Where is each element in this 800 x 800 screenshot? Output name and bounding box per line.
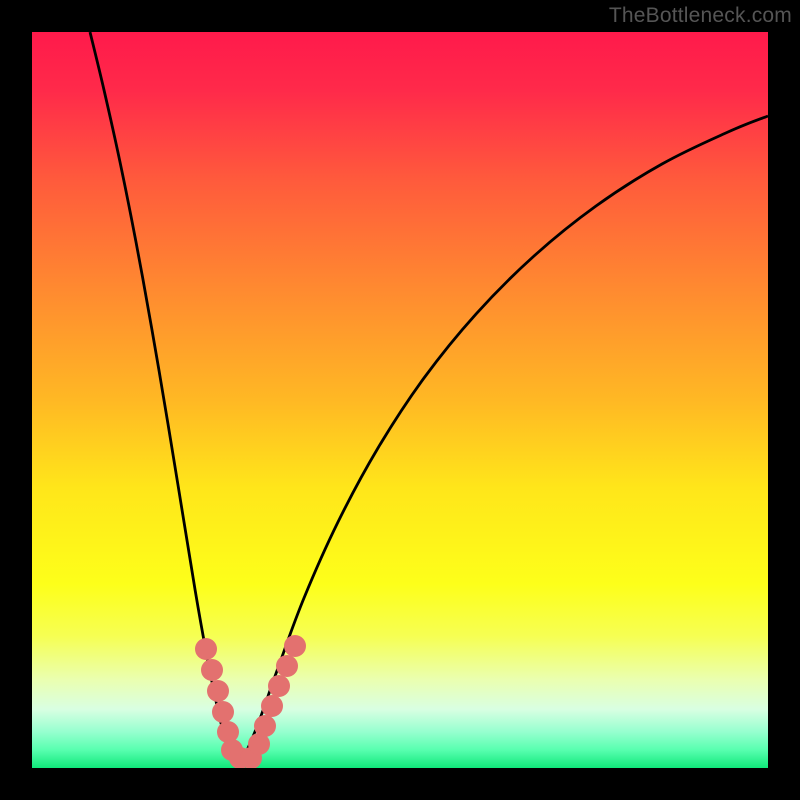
chart-container: TheBottleneck.com (0, 0, 800, 800)
dip-dot (261, 695, 283, 717)
gradient-background (32, 32, 768, 768)
plot-inner (32, 32, 768, 768)
dip-dot (195, 638, 217, 660)
dip-dot (212, 701, 234, 723)
bottleneck-chart-svg (32, 32, 768, 768)
dip-dot (268, 675, 290, 697)
dip-dot (276, 655, 298, 677)
plot-area (32, 32, 768, 768)
dip-dot (284, 635, 306, 657)
dip-dot (254, 715, 276, 737)
dip-dot (207, 680, 229, 702)
dip-dot (201, 659, 223, 681)
watermark-text: TheBottleneck.com (609, 4, 792, 28)
